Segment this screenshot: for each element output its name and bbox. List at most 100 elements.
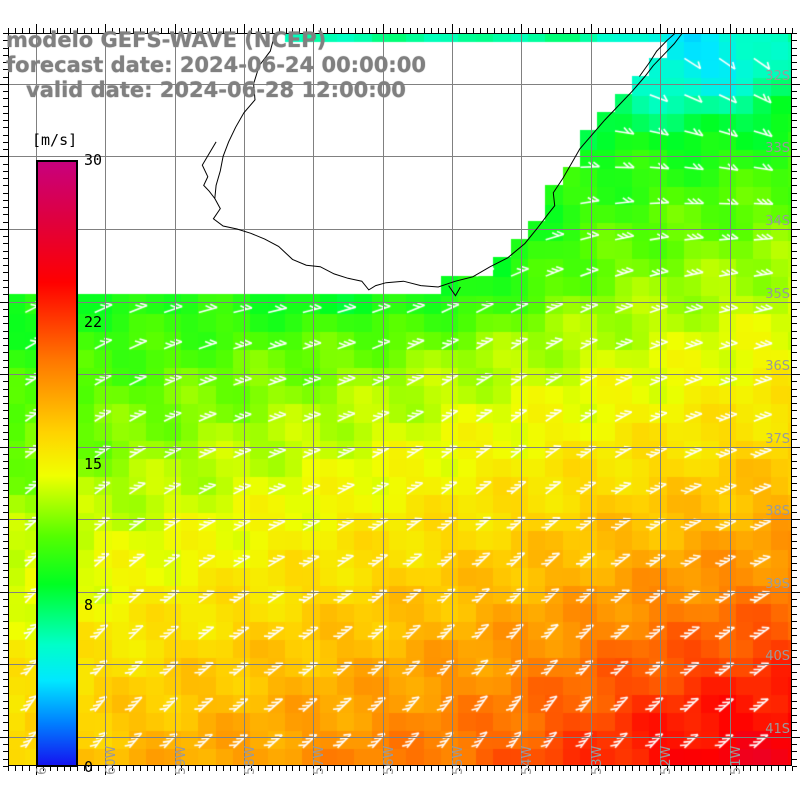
tick-bottom [702,766,703,771]
tick-bottom [133,766,134,771]
tick-bottom [195,766,196,771]
tick-left [3,193,8,194]
tick-bottom [736,766,737,771]
tick-bottom [716,766,717,771]
tick-bottom [397,766,398,771]
tick-right [792,715,797,716]
tick-left [0,156,8,157]
tick-right [792,193,797,194]
tick-top [244,24,245,33]
tick-top [452,24,453,33]
tick-left [3,497,8,498]
tick-right [792,534,797,535]
tick-top [556,28,557,33]
tick-bottom [362,766,363,771]
tick-bottom [36,766,37,775]
tick-bottom [327,766,328,771]
tick-left [3,338,8,339]
tick-left [3,672,8,673]
tick-bottom [286,766,287,771]
colorbar-tick-30: 30 [84,151,103,169]
tick-right [792,585,797,586]
tick-right [792,672,797,673]
tick-left [3,214,8,215]
tick-top [43,28,44,33]
tick-right [792,77,797,78]
tick-bottom [431,766,432,771]
tick-right [792,69,797,70]
tick-right [792,563,797,564]
tick-bottom [709,766,710,771]
tick-top [736,28,737,33]
colorbar-tick-22: 22 [84,312,103,331]
wind-speed-colorbar [36,160,78,767]
tick-bottom [64,766,65,771]
tick-top [549,28,550,33]
tick-bottom [8,766,9,771]
colorbar-tick-15: 15 [84,454,103,473]
tick-bottom [161,766,162,771]
tick-bottom [521,766,522,775]
tick-left [3,207,8,208]
tick-top [57,28,58,33]
tick-top [265,28,266,33]
tick-bottom [723,766,724,771]
tick-left [0,664,8,665]
tick-left [0,374,8,375]
tick-top [29,28,30,33]
tick-left [3,628,8,629]
tick-left [3,570,8,571]
tick-right [792,316,797,317]
lon-label-53W: 53W [589,745,605,775]
tick-bottom [410,766,411,771]
tick-right [792,171,797,172]
tick-top [390,28,391,33]
tick-top [653,28,654,33]
tick-right [792,309,797,310]
tick-left [3,55,8,56]
tick-right [792,265,797,266]
tick-left [3,751,8,752]
tick-top [64,28,65,33]
tick-bottom [77,766,78,771]
lat-label-39S: 39S [765,576,790,592]
tick-right [792,127,797,128]
tick-right [792,185,797,186]
tick-right [792,556,797,557]
tick-left [3,432,8,433]
tick-bottom [771,766,772,771]
tick-right [792,367,797,368]
tick-right [792,425,797,426]
tick-bottom [417,766,418,771]
tick-bottom [542,766,543,771]
tick-bottom [168,766,169,771]
tick-right [792,207,797,208]
tick-top [209,28,210,33]
tick-right [792,701,797,702]
gridline-lon-58W [244,33,245,766]
tick-left [3,766,8,767]
tick-bottom [15,766,16,771]
tick-left [3,410,8,411]
colorbar-gradient [38,162,76,765]
tick-bottom [480,766,481,771]
tick-bottom [244,766,245,775]
tick-top [577,28,578,33]
tick-bottom [667,766,668,771]
tick-right [792,33,797,34]
tick-top [514,28,515,33]
tick-bottom [251,766,252,771]
tick-right [792,468,797,469]
tick-bottom [445,766,446,771]
tick-left [3,454,8,455]
tick-right [792,40,797,41]
tick-left [3,265,8,266]
tick-top [383,24,384,33]
tick-right [792,447,800,448]
tick-bottom [778,766,779,771]
tick-left [3,352,8,353]
tick-right [792,272,797,273]
tick-bottom [750,766,751,771]
tick-right [792,120,797,121]
tick-right [792,730,797,731]
